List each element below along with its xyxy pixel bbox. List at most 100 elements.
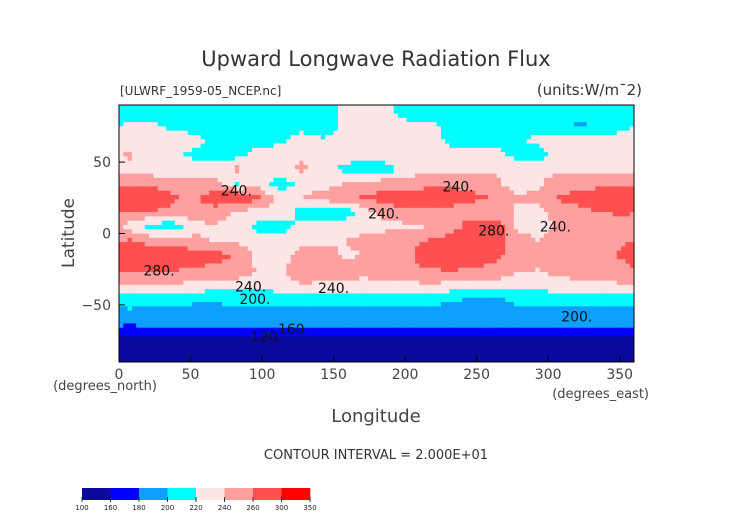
field-cell	[234, 122, 240, 127]
field-cell	[234, 259, 240, 264]
field-cell	[479, 212, 485, 217]
field-cell	[483, 134, 489, 140]
units-label: (units:W/m¯2)	[537, 81, 642, 99]
field-cell	[543, 272, 549, 277]
field-cell	[316, 113, 322, 119]
field-cell	[591, 164, 596, 170]
field-cell	[488, 212, 493, 217]
field-cell	[226, 156, 231, 162]
field-cell	[621, 246, 626, 252]
field-cell	[432, 242, 437, 247]
field-cell	[342, 186, 347, 192]
field-cell	[406, 126, 412, 132]
field-cell	[290, 250, 296, 256]
field-cell	[415, 272, 420, 277]
field-cell	[149, 250, 154, 256]
field-cell	[479, 276, 485, 282]
field-cell	[410, 147, 416, 153]
field-cell	[629, 122, 635, 127]
field-cell	[479, 117, 485, 123]
field-cell	[612, 164, 618, 170]
field-cell	[445, 143, 450, 149]
field-cell	[612, 259, 618, 264]
field-cell	[385, 259, 390, 264]
field-cell	[294, 113, 300, 119]
field-cell	[196, 276, 201, 282]
field-cell	[552, 220, 558, 226]
field-cell	[204, 194, 210, 200]
field-cell	[522, 207, 528, 213]
field-cell	[200, 272, 206, 277]
field-cell	[539, 242, 545, 247]
field-cell	[410, 186, 416, 192]
field-cell	[166, 169, 171, 174]
field-cell	[518, 164, 523, 170]
field-cell	[316, 250, 322, 256]
field-cell	[140, 216, 146, 222]
field-cell	[582, 109, 588, 114]
field-cell	[187, 203, 193, 209]
field-cell	[500, 109, 506, 114]
field-cell	[389, 216, 395, 222]
field-cell	[513, 276, 519, 282]
field-cell	[608, 276, 613, 282]
field-cell	[586, 276, 592, 282]
field-cell	[385, 250, 390, 256]
field-cell	[458, 237, 463, 243]
field-cell	[230, 126, 236, 132]
field-cell	[213, 216, 219, 222]
field-cell	[144, 254, 150, 260]
field-cell	[346, 220, 352, 226]
field-cell	[625, 242, 631, 247]
field-cell	[342, 143, 347, 149]
field-cell	[337, 246, 343, 252]
field-cell	[260, 203, 266, 209]
field-cell	[226, 229, 231, 234]
field-cell	[157, 122, 163, 127]
field-cell	[415, 147, 420, 153]
field-cell	[449, 160, 455, 166]
field-cell	[252, 242, 257, 247]
field-cell	[230, 160, 236, 166]
field-cell	[290, 177, 296, 183]
field-cell	[333, 224, 339, 230]
field-cell	[466, 233, 472, 239]
field-cell	[372, 186, 377, 192]
field-cell	[191, 203, 197, 209]
field-cell	[127, 139, 133, 144]
field-cell	[209, 229, 214, 234]
field-cell	[217, 212, 223, 217]
field-cell	[569, 173, 575, 179]
field-cell	[556, 259, 562, 264]
field-cell	[367, 229, 373, 234]
field-cell	[428, 190, 433, 196]
field-cell	[492, 164, 498, 170]
field-cell	[449, 186, 455, 192]
field-cell	[406, 199, 412, 204]
field-cell	[269, 220, 274, 226]
field-cell	[196, 250, 201, 256]
field-cell	[509, 212, 515, 217]
field-cell	[539, 207, 545, 213]
field-cell	[415, 182, 420, 187]
field-cell	[556, 216, 562, 222]
field-cell	[415, 164, 420, 170]
field-cell	[363, 250, 369, 256]
field-cell	[612, 113, 618, 119]
field-cell	[496, 267, 502, 273]
field-cell	[393, 109, 399, 114]
field-cell	[569, 164, 575, 170]
field-cell	[264, 126, 270, 132]
field-cell	[612, 177, 618, 183]
field-cell	[423, 199, 429, 204]
field-cell	[526, 182, 532, 187]
field-cell	[393, 259, 399, 264]
field-cell	[466, 220, 472, 226]
field-cell	[269, 147, 274, 153]
field-cell	[187, 242, 193, 247]
field-cell	[582, 160, 588, 166]
field-cell	[329, 152, 334, 157]
field-cell	[561, 134, 566, 140]
field-cell	[513, 199, 519, 204]
field-cell	[239, 117, 244, 123]
